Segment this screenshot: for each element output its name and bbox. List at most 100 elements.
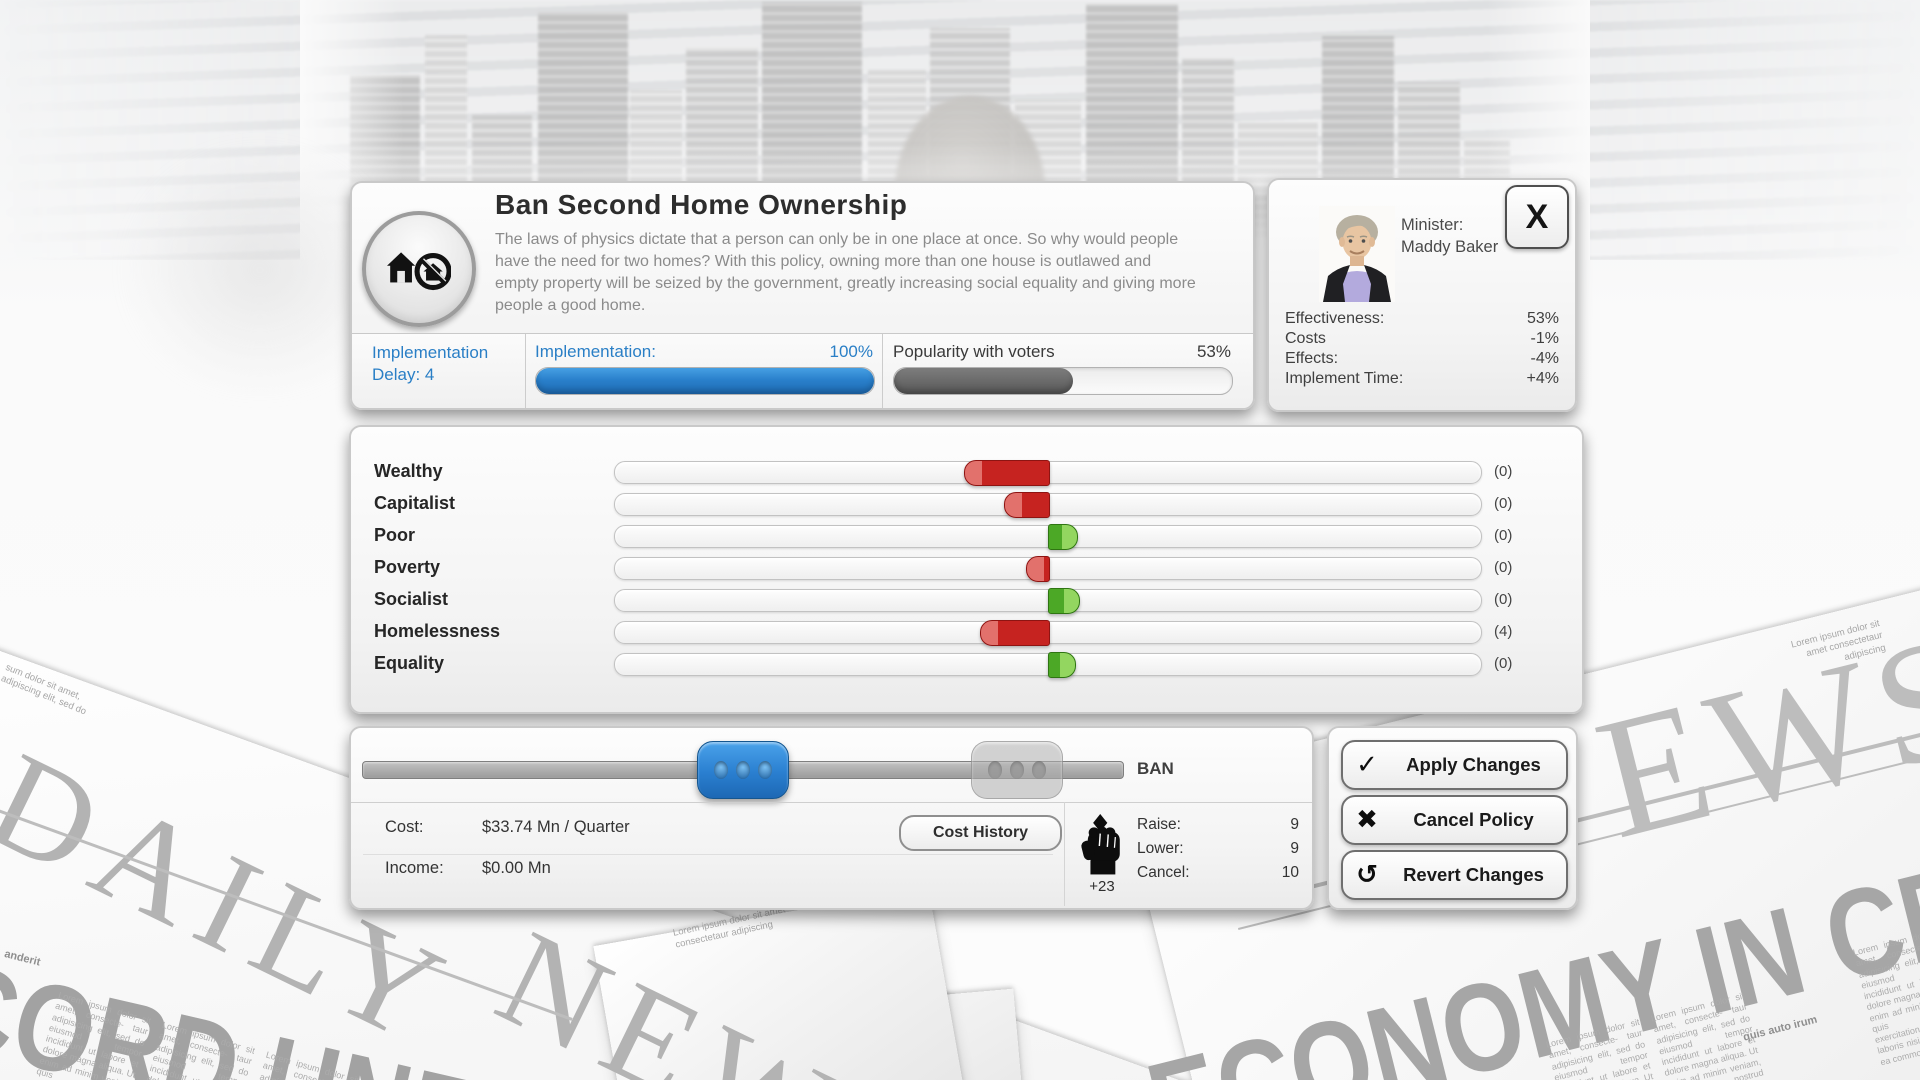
minister-portrait[interactable]	[1319, 206, 1395, 302]
popularity-value: 53%	[1196, 342, 1231, 361]
effect-mark	[1004, 492, 1050, 518]
effect-mark	[964, 460, 1050, 486]
effect-row: Poverty (0)	[351, 556, 1582, 582]
effect-value: (0)	[1494, 527, 1513, 544]
stat-label: Implement Time:	[1285, 370, 1404, 387]
revert-changes-label: Revert Changes	[1403, 864, 1544, 885]
capital-value: 9	[1290, 816, 1299, 833]
check-icon: ✓	[1356, 750, 1378, 780]
income-value: $0.00 Mn	[482, 859, 551, 877]
effect-value: (0)	[1494, 591, 1513, 608]
implementation-label-row: Implementation: 100%	[535, 342, 873, 362]
effect-row: Homelessness (4)	[351, 620, 1582, 646]
minister-panel: Minister: Maddy Baker X Effectiveness: 5…	[1267, 178, 1577, 412]
stat-label: Costs	[1285, 330, 1326, 347]
policy-title: Ban Second Home Ownership	[495, 189, 908, 220]
effect-row: Equality (0)	[351, 652, 1582, 678]
capital-row: Lower: 9	[1137, 840, 1299, 860]
cost-label: Cost:	[385, 818, 424, 836]
implementation-bar	[535, 367, 875, 395]
voter-effects-panel: Wealthy (0) Capitalist (0) Poor (0) Pove…	[349, 425, 1584, 714]
implementation-delay-label: Implementation Delay: 4	[372, 343, 489, 385]
effect-track	[614, 524, 1482, 550]
stat-value: +4%	[1526, 370, 1559, 387]
effect-mark	[1026, 556, 1050, 582]
effect-row: Wealthy (0)	[351, 460, 1582, 486]
slider-ban-label: BAN	[1137, 759, 1174, 778]
stat-value: -1%	[1530, 330, 1559, 347]
political-capital-value: +23	[1089, 878, 1115, 895]
action-buttons-panel: ✓ Apply Changes ✖ Cancel Policy ↺ Revert…	[1327, 726, 1578, 910]
effect-row: Poor (0)	[351, 524, 1582, 550]
effect-value: (4)	[1494, 623, 1513, 640]
effect-mark	[1048, 652, 1076, 678]
effect-track	[614, 588, 1482, 614]
effect-value: (0)	[1494, 463, 1513, 480]
popularity-bar-fill	[894, 368, 1074, 394]
effect-label: Wealthy	[374, 461, 443, 481]
policy-control-panel: BAN Cost: $33.74 Mn / Quarter Cost Histo…	[349, 726, 1314, 910]
implementation-bar-fill	[536, 368, 874, 394]
divider	[882, 334, 883, 408]
effect-label: Poverty	[374, 557, 441, 577]
cancel-policy-label: Cancel Policy	[1413, 809, 1534, 830]
capital-label: Cancel:	[1137, 864, 1190, 881]
divider	[1064, 802, 1065, 906]
popularity-label: Popularity with voters	[893, 342, 1055, 361]
effect-track	[614, 460, 1482, 486]
policy-header-panel: Ban Second Home Ownership The laws of ph…	[350, 181, 1255, 410]
close-button[interactable]: X	[1505, 185, 1569, 249]
minister-name: Maddy Baker	[1401, 238, 1499, 256]
income-label: Income:	[385, 859, 444, 877]
handle-grip-dots	[972, 742, 1062, 798]
effect-mark	[1048, 524, 1078, 550]
minister-stat-row: Costs -1%	[1285, 330, 1559, 350]
minister-stat-row: Effects: -4%	[1285, 350, 1559, 370]
apply-changes-button[interactable]: ✓ Apply Changes	[1341, 740, 1568, 790]
divider	[363, 854, 1053, 855]
stat-value: -4%	[1530, 350, 1559, 367]
capital-row: Raise: 9	[1137, 816, 1299, 836]
apply-changes-label: Apply Changes	[1406, 754, 1541, 775]
effect-label: Capitalist	[374, 493, 456, 513]
implementation-value: 100%	[829, 342, 873, 361]
cost-value: $33.74 Mn / Quarter	[482, 818, 630, 836]
effect-value: (0)	[1494, 495, 1513, 512]
revert-arrow-icon: ↺	[1356, 860, 1378, 890]
stat-value: 53%	[1526, 310, 1559, 327]
banned-house-icon	[362, 211, 476, 327]
revert-changes-button[interactable]: ↺ Revert Changes	[1341, 850, 1568, 900]
implementation-label: Implementation:	[535, 342, 656, 361]
effect-label: Equality	[374, 653, 445, 673]
minister-stat-row: Effectiveness: 53%	[1285, 310, 1559, 330]
effect-track	[614, 620, 1482, 646]
policy-slider-track[interactable]	[362, 741, 1124, 799]
divider	[525, 334, 526, 408]
effect-value: (0)	[1494, 655, 1513, 672]
effect-value: (0)	[1494, 559, 1513, 576]
effect-track	[614, 556, 1482, 582]
capital-label: Lower:	[1137, 840, 1184, 857]
capital-label: Raise:	[1137, 816, 1181, 833]
effect-track	[614, 492, 1482, 518]
handle-grip-dots	[698, 742, 788, 798]
popularity-label-row: Popularity with voters 53%	[893, 342, 1231, 362]
effect-row: Socialist (0)	[351, 588, 1582, 614]
cross-icon: ✖	[1356, 805, 1378, 835]
stat-label: Effects:	[1285, 350, 1339, 367]
cancel-policy-button[interactable]: ✖ Cancel Policy	[1341, 795, 1568, 845]
popularity-bar	[893, 367, 1233, 395]
effect-mark	[1048, 588, 1080, 614]
minister-label: Minister:	[1401, 216, 1464, 234]
effect-mark	[980, 620, 1050, 646]
effect-row: Capitalist (0)	[351, 492, 1582, 518]
policy-stats-row: Implementation Delay: 4 Implementation: …	[352, 333, 1253, 408]
effect-label: Homelessness	[374, 621, 501, 641]
minister-stat-row: Implement Time: +4%	[1285, 370, 1559, 390]
policy-description: The laws of physics dictate that a perso…	[495, 231, 1196, 314]
slider-ghost-handle	[970, 741, 1063, 799]
cost-history-button[interactable]: Cost History	[899, 815, 1062, 851]
slider-handle[interactable]	[697, 741, 789, 799]
capital-value: 10	[1281, 864, 1299, 881]
